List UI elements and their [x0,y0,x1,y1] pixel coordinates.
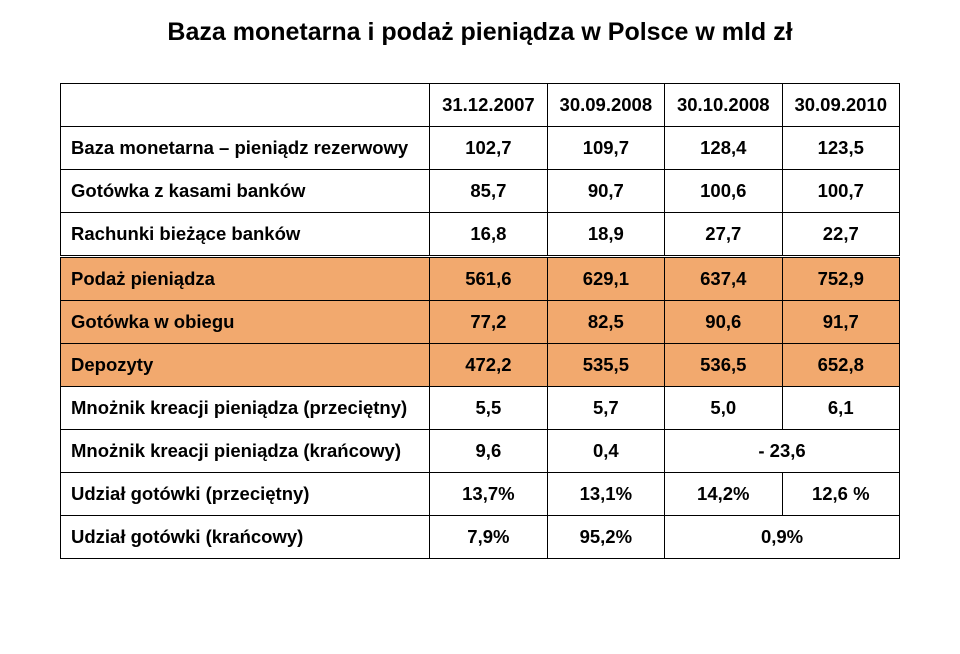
cell-value: 90,6 [665,301,782,344]
cell-value: 128,4 [665,127,782,170]
col-header: 30.10.2008 [665,84,782,127]
cell-value: 5,0 [665,387,782,430]
cell-value: 82,5 [547,301,664,344]
table-row: Mnożnik kreacji pieniądza (krańcowy)9,60… [61,430,900,473]
cell-value: 6,1 [782,387,899,430]
cell-value: 12,6 % [782,473,899,516]
cell-value: 0,9% [665,516,900,559]
row-label: Podaż pieniądza [61,257,430,301]
cell-value: 18,9 [547,213,664,257]
row-label: Baza monetarna – pieniądz rezerwowy [61,127,430,170]
row-label: Gotówka z kasami banków [61,170,430,213]
table-row: Gotówka w obiegu77,282,590,691,7 [61,301,900,344]
cell-value: 14,2% [665,473,782,516]
cell-value: 95,2% [547,516,664,559]
row-label: Mnożnik kreacji pieniądza (krańcowy) [61,430,430,473]
cell-value: 102,7 [430,127,547,170]
table-header-row: 31.12.2007 30.09.2008 30.10.2008 30.09.2… [61,84,900,127]
cell-value: 536,5 [665,344,782,387]
cell-value: 5,7 [547,387,664,430]
cell-value: 9,6 [430,430,547,473]
cell-value: 561,6 [430,257,547,301]
col-header: 30.09.2010 [782,84,899,127]
cell-value: 90,7 [547,170,664,213]
cell-value: 13,7% [430,473,547,516]
row-label: Udział gotówki (przeciętny) [61,473,430,516]
table-row: Baza monetarna – pieniądz rezerwowy102,7… [61,127,900,170]
table-row: Gotówka z kasami banków85,790,7100,6100,… [61,170,900,213]
data-table: 31.12.2007 30.09.2008 30.10.2008 30.09.2… [60,83,900,559]
cell-value: 16,8 [430,213,547,257]
page-title: Baza monetarna i podaż pieniądza w Polsc… [60,18,900,47]
table-row: Mnożnik kreacji pieniądza (przeciętny)5,… [61,387,900,430]
cell-value: 85,7 [430,170,547,213]
row-label: Udział gotówki (krańcowy) [61,516,430,559]
cell-value: 7,9% [430,516,547,559]
table-row: Podaż pieniądza561,6629,1637,4752,9 [61,257,900,301]
cell-value: 652,8 [782,344,899,387]
row-label: Mnożnik kreacji pieniądza (przeciętny) [61,387,430,430]
row-label: Gotówka w obiegu [61,301,430,344]
cell-value: 123,5 [782,127,899,170]
cell-value: 100,6 [665,170,782,213]
cell-value: 100,7 [782,170,899,213]
cell-value: 77,2 [430,301,547,344]
cell-value: 22,7 [782,213,899,257]
cell-value: 5,5 [430,387,547,430]
cell-value: 0,4 [547,430,664,473]
table-row: Udział gotówki (krańcowy)7,9%95,2%0,9% [61,516,900,559]
cell-value: 27,7 [665,213,782,257]
col-header: 31.12.2007 [430,84,547,127]
table-row: Depozyty472,2535,5536,5652,8 [61,344,900,387]
table-row: Udział gotówki (przeciętny)13,7%13,1%14,… [61,473,900,516]
cell-value: 752,9 [782,257,899,301]
row-label: Depozyty [61,344,430,387]
cell-value: 13,1% [547,473,664,516]
col-header: 30.09.2008 [547,84,664,127]
cell-value: 472,2 [430,344,547,387]
cell-value: 91,7 [782,301,899,344]
table-row: Rachunki bieżące banków16,818,927,722,7 [61,213,900,257]
cell-value: 109,7 [547,127,664,170]
cell-value: 629,1 [547,257,664,301]
cell-value: 535,5 [547,344,664,387]
row-label: Rachunki bieżące banków [61,213,430,257]
header-empty [61,84,430,127]
cell-value: 637,4 [665,257,782,301]
cell-value: - 23,6 [665,430,900,473]
